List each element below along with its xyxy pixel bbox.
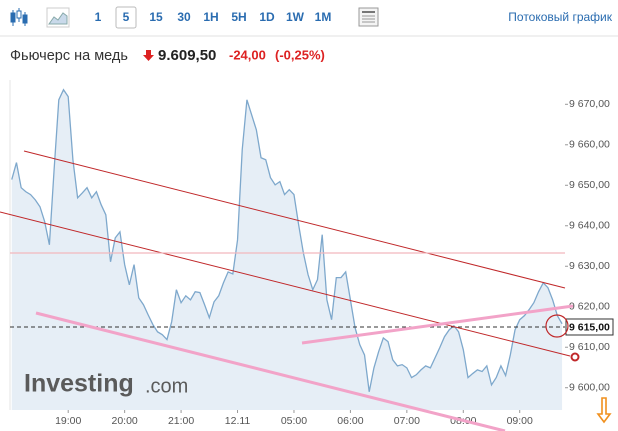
trend-lines [0, 150, 580, 431]
stream-link[interactable]: Потоковый график [508, 10, 612, 24]
change-percent: (-0,25%) [275, 47, 325, 62]
y-tick-label: 9 620,00 [569, 301, 610, 313]
current-price-box [565, 318, 614, 336]
interval-button[interactable]: 15 [149, 10, 163, 24]
price-line [11, 88, 563, 392]
candle-icon[interactable] [10, 8, 28, 26]
x-tick-label: 05:00 [281, 415, 307, 427]
x-tick-label: 12.11 [225, 415, 251, 427]
interval-button[interactable]: 1 [95, 10, 102, 24]
change: -24,00 [229, 47, 266, 62]
y-tick-label: 9 640,00 [569, 220, 610, 232]
instrument-name: Фьючерс на медь [10, 48, 128, 64]
down-arrow [143, 50, 154, 61]
y-tick-label: 9 610,00 [569, 341, 610, 353]
x-tick-label: 07:00 [394, 415, 420, 427]
current-price-label: 9 615,00 [569, 321, 610, 333]
x-tick-label: 21:00 [168, 415, 194, 427]
interval-button[interactable]: 1M [315, 10, 332, 24]
x-tick-label: 20:00 [112, 415, 138, 427]
logo-main: Investing [24, 370, 134, 398]
interval-button[interactable]: 5H [231, 10, 246, 24]
area-fill [11, 89, 563, 410]
x-tick-label: 06:00 [337, 415, 363, 427]
interval-button[interactable]: 1H [203, 10, 218, 24]
x-tick-label: 19:00 [55, 415, 81, 427]
interval-button[interactable]: 1W [286, 10, 305, 24]
y-tick-label: 9 670,00 [569, 98, 610, 110]
logo: Investing .com [24, 370, 188, 398]
scroll-arrow[interactable] [596, 397, 612, 424]
logo-suffix: .com [145, 375, 188, 397]
area-icon[interactable] [46, 7, 70, 28]
plot: 9 600,00 9 610,00 9 620,00 9 630,00 9 640,00… [9, 80, 614, 427]
table-icon[interactable] [358, 7, 379, 27]
y-tick-label: 9 600,00 [569, 382, 610, 394]
interval-button[interactable]: 1D [259, 10, 275, 24]
y-tick-label: 9 650,00 [569, 179, 610, 191]
y-tick-label: 9 630,00 [569, 260, 610, 272]
interval-selected [115, 6, 137, 29]
price: 9.609,50 [158, 47, 216, 64]
x-tick-label: 09:00 [507, 415, 533, 427]
interval-button[interactable]: 30 [177, 10, 191, 24]
interval-button[interactable]: 5 [123, 10, 130, 24]
y-tick-label: 9 660,00 [569, 139, 610, 151]
